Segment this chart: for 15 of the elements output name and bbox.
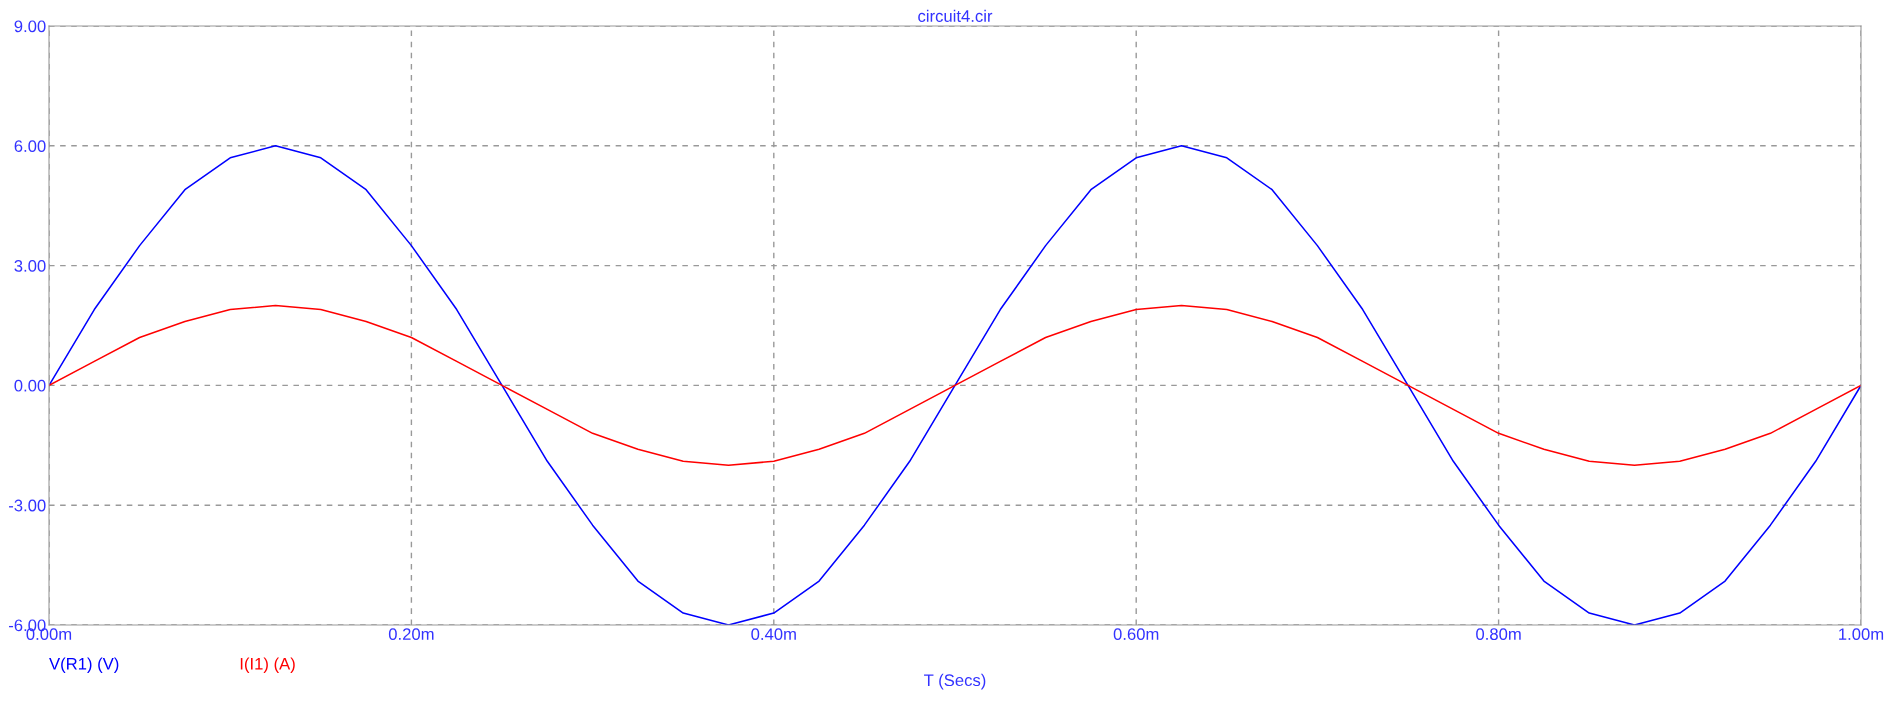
y-tick-label: 6.00 (14, 140, 46, 152)
text: V(R1) (V) (49, 657, 119, 673)
x-axis-title: T (Secs) (924, 673, 986, 690)
y-tick-label: 9.00 (14, 20, 46, 33)
y-tick-label: 0.00 (14, 379, 46, 392)
x-tick-label: 0.40m (751, 628, 796, 641)
text: I(I1) (A) (240, 657, 295, 673)
chart-title: circuit4.cir (918, 9, 993, 22)
x-tick-label: 0.60m (1113, 628, 1159, 641)
line-series (49, 304, 1861, 467)
y-tick-label: 3.00 (14, 260, 46, 272)
x-tick-label: 0.80m (1476, 628, 1521, 641)
x-tick-label: 1.00m (1839, 628, 1884, 641)
x-tick-label: 0.20m (388, 628, 434, 641)
y-tick-label: -3.00 (8, 499, 46, 512)
